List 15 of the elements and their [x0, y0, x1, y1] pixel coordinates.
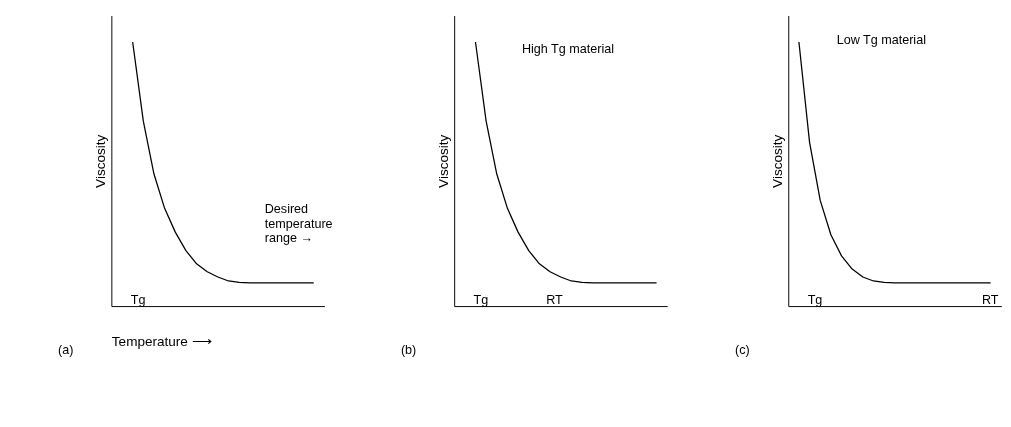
y-axis-title: Viscosity — [93, 134, 109, 188]
text: (a) — [58, 342, 74, 357]
annotation: Low Tg material — [836, 32, 926, 47]
annotation: Tg — [473, 293, 489, 308]
annotation: Tg — [130, 293, 146, 308]
annotation: RT — [546, 293, 564, 308]
y-axis-title: Viscosity — [769, 134, 785, 188]
y-axis-title: Viscosity — [435, 134, 451, 188]
annotation: Tg — [807, 293, 823, 308]
x-axis-title: Temperature ⟶ — [111, 334, 212, 350]
text: (c) — [735, 342, 750, 357]
annotation: RT — [981, 293, 999, 308]
annotation: High Tg material — [521, 42, 615, 57]
text: (b) — [400, 342, 417, 357]
annotation: Desired temperature range → — [264, 202, 333, 246]
